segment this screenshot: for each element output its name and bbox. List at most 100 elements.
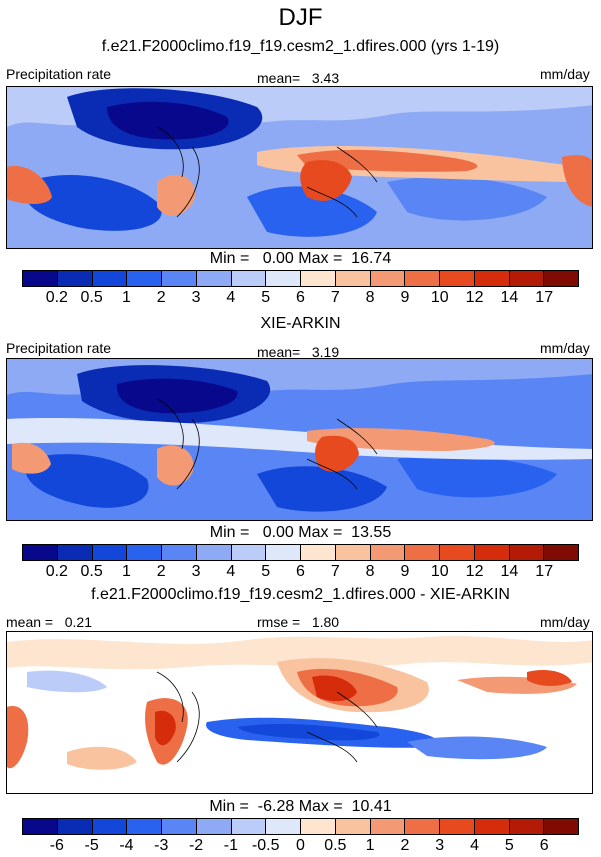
colorbar-tick-label: 8 [365, 289, 375, 306]
colorbar-tick-label: 7 [330, 563, 340, 580]
panel2-left-label: Precipitation rate [6, 340, 112, 356]
colorbar-swatch [370, 271, 406, 286]
colorbar-swatch [301, 819, 336, 834]
colorbar-swatch [474, 545, 510, 560]
colorbar-swatch [509, 545, 545, 560]
colorbar-swatch [196, 545, 232, 560]
colorbar-tick-label: 1 [365, 837, 375, 854]
colorbar-swatch [92, 819, 128, 834]
colorbar-swatch [370, 819, 406, 834]
colorbar-tick-label: 7 [330, 289, 340, 306]
colorbar-swatch [57, 271, 93, 286]
figure-title: DJF [278, 4, 323, 31]
colorbar-swatch [162, 819, 197, 834]
colorbar-swatch [127, 819, 162, 834]
colorbar-swatch [266, 271, 301, 286]
panel3-colorbar-ticks: -6 -5 -4 -3 -2 -1 -0.5 0 0.5 1 2 3 4 5 6 [22, 837, 579, 855]
colorbar-tick-label: -2 [188, 837, 204, 854]
colorbar-tick-label: 4 [470, 837, 480, 854]
panel2-subtitle: XIE-ARKIN [260, 315, 341, 332]
colorbar-swatch [57, 545, 93, 560]
colorbar-swatch [266, 819, 301, 834]
colorbar-tick-label: 3 [191, 289, 201, 306]
colorbar-swatch [127, 271, 162, 286]
panel3-left-label: mean = 0.21 [6, 614, 93, 630]
colorbar-tick-label: 4 [226, 289, 236, 306]
panel3-subtitle: f.e21.F2000climo.f19_f19.cesm2_1.dfires.… [91, 586, 510, 603]
panel2-map [6, 358, 593, 521]
colorbar-tick-label: 10 [430, 289, 449, 306]
colorbar-tick-label: 14 [500, 289, 519, 306]
colorbar-tick-label: 2 [156, 289, 166, 306]
colorbar-tick-label: 6 [539, 837, 549, 854]
colorbar-swatch [196, 271, 232, 286]
panel3-map [6, 631, 593, 794]
colorbar-tick-label: 12 [465, 563, 484, 580]
colorbar-tick-label: 6 [296, 289, 305, 306]
colorbar-swatch [162, 271, 197, 286]
colorbar-swatch [23, 545, 58, 560]
colorbar-tick-label: 0.2 [45, 289, 68, 306]
colorbar-tick-label: 9 [400, 289, 410, 306]
colorbar-tick-label: -3 [154, 837, 169, 854]
colorbar-tick-label: 10 [430, 563, 449, 580]
colorbar-swatch [474, 271, 510, 286]
colorbar-tick-label: 0.2 [45, 563, 68, 580]
panel2-minmax: Min = 0.00 Max = 13.55 [209, 524, 392, 541]
panel2-right-label: mm/day [540, 340, 590, 356]
colorbar-swatch [509, 271, 545, 286]
panel1-map [6, 86, 593, 249]
colorbar-swatch [127, 545, 162, 560]
colorbar-swatch [405, 271, 440, 286]
colorbar-tick-label: 8 [365, 563, 375, 580]
colorbar-swatch [92, 271, 128, 286]
colorbar-tick-label: 9 [400, 563, 410, 580]
panel2-colorbar [22, 544, 579, 561]
colorbar-tick-label: 5 [504, 837, 514, 854]
panel1-minmax: Min = 0.00 Max = 16.74 [209, 250, 392, 267]
colorbar-swatch [440, 545, 475, 560]
colorbar-swatch [231, 271, 267, 286]
colorbar-tick-label: -4 [119, 837, 134, 854]
colorbar-tick-label: 0 [296, 837, 305, 854]
colorbar-tick-label: 1 [121, 563, 131, 580]
colorbar-swatch [162, 545, 197, 560]
colorbar-swatch [440, 819, 475, 834]
colorbar-tick-label: 2 [156, 563, 166, 580]
panel3-minmax: Min = -6.28 Max = 10.41 [209, 798, 392, 815]
colorbar-swatch [544, 271, 578, 286]
colorbar-tick-label: 4 [226, 563, 236, 580]
colorbar-swatch [92, 545, 128, 560]
colorbar-tick-label: 0.5 [80, 289, 103, 306]
colorbar-swatch [23, 271, 58, 286]
colorbar-tick-label: 6 [296, 563, 305, 580]
panel2-center-label: mean= 3.19 [257, 344, 340, 360]
colorbar-tick-label: 17 [535, 289, 554, 306]
panel1-center-label: mean= 3.43 [257, 70, 340, 86]
colorbar-swatch [301, 271, 336, 286]
panel3-colorbar [22, 818, 579, 835]
colorbar-swatch [405, 545, 440, 560]
panel1-left-label: Precipitation rate [6, 66, 112, 82]
colorbar-tick-label: -6 [49, 837, 64, 854]
colorbar-swatch [335, 819, 371, 834]
panel2-colorbar-ticks: 0.2 0.5 1 2 3 4 5 6 7 8 9 10 12 14 17 [22, 563, 579, 581]
colorbar-swatch [301, 545, 336, 560]
colorbar-swatch [231, 819, 267, 834]
colorbar-tick-label: -5 [84, 837, 99, 854]
colorbar-tick-label: 1 [121, 289, 131, 306]
colorbar-swatch [335, 545, 371, 560]
panel3-right-label: mm/day [540, 614, 590, 630]
colorbar-swatch [57, 819, 93, 834]
colorbar-swatch [370, 545, 406, 560]
colorbar-tick-label: 14 [500, 563, 519, 580]
colorbar-tick-label: 5 [261, 563, 271, 580]
colorbar-tick-label: -0.5 [251, 837, 280, 854]
colorbar-swatch [231, 545, 267, 560]
panel3-center-label: rmse = 1.80 [257, 614, 340, 630]
colorbar-tick-label: -1 [223, 837, 238, 854]
colorbar-swatch [544, 545, 578, 560]
colorbar-swatch [335, 271, 371, 286]
panel1-right-label: mm/day [540, 66, 590, 82]
panel1-colorbar [22, 270, 579, 287]
